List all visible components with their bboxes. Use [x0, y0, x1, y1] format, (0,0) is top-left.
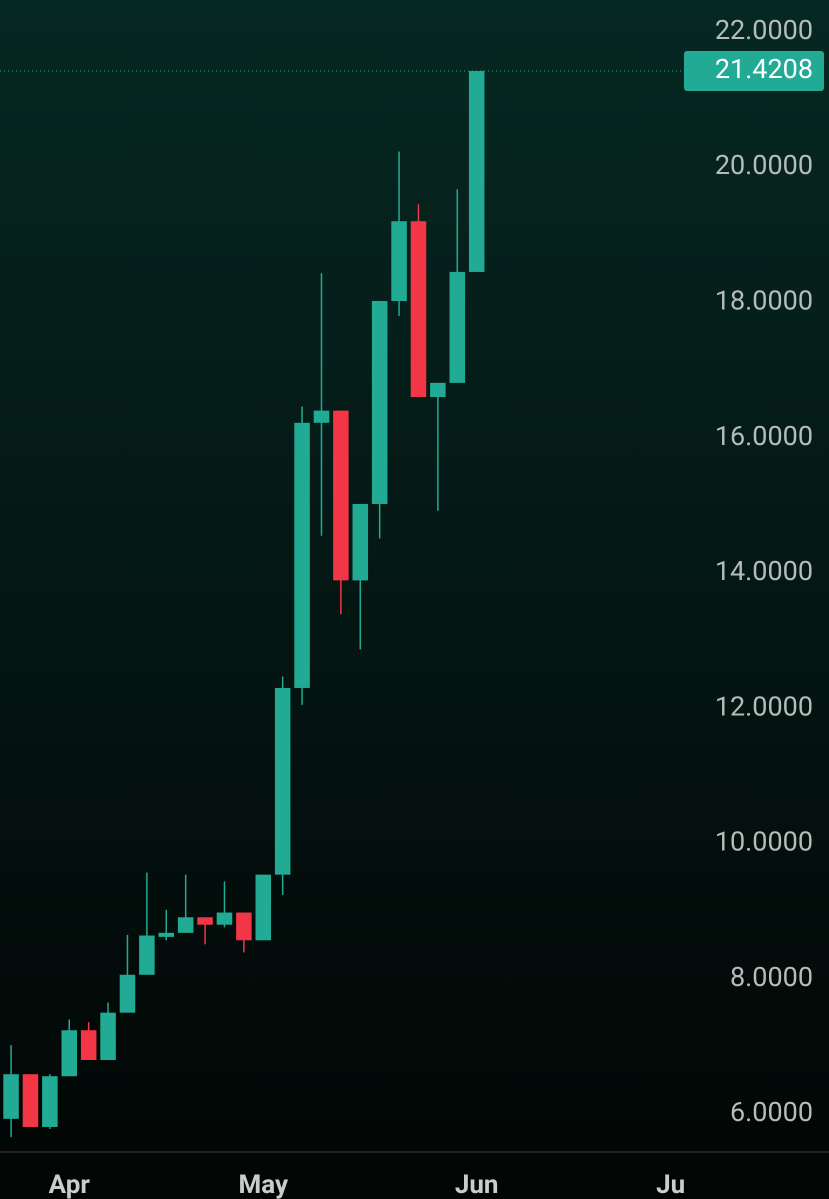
candle-body	[236, 912, 252, 941]
candle-body	[216, 912, 233, 925]
candle-body	[22, 1074, 39, 1127]
x-tick-label: Ju	[656, 1170, 685, 1199]
candle-body	[352, 503, 369, 581]
candle-body	[333, 410, 349, 581]
candle-body	[119, 974, 136, 1013]
candle-body	[61, 1030, 78, 1077]
candle-body	[100, 1012, 116, 1061]
candle-body	[177, 917, 194, 933]
candle-body	[274, 687, 291, 875]
y-tick-label: 14.0000	[715, 555, 813, 587]
candle-body	[294, 422, 310, 688]
candle-body	[80, 1030, 97, 1061]
candle-body	[42, 1076, 58, 1127]
candle-body	[371, 301, 388, 504]
candle-body	[313, 410, 330, 423]
y-tick-label: 18.0000	[715, 284, 813, 316]
y-tick-label: 16.0000	[715, 420, 813, 452]
y-tick-label: 8.0000	[730, 961, 813, 993]
candle-body	[139, 935, 155, 975]
candle-body	[410, 221, 427, 398]
x-tick-label: May	[238, 1170, 288, 1199]
y-tick-label: 22.0000	[715, 14, 813, 46]
candle-body	[255, 874, 272, 941]
y-tick-label: 12.0000	[715, 690, 813, 722]
candle-body	[449, 271, 466, 383]
candle-body	[391, 221, 407, 302]
y-tick-label: 10.0000	[715, 826, 813, 858]
y-tick-label: 6.0000	[730, 1096, 813, 1128]
candle-body	[468, 70, 485, 272]
y-tick-label: 20.0000	[715, 149, 813, 181]
last-price-box	[684, 50, 824, 91]
candle-body	[3, 1074, 19, 1119]
candle-body	[158, 932, 175, 937]
last-price-label: 21.4208	[715, 53, 813, 85]
x-tick-label: Jun	[455, 1170, 499, 1199]
x-tick-label: Apr	[49, 1170, 91, 1199]
candle-body	[430, 382, 446, 398]
candle-body	[197, 917, 213, 925]
